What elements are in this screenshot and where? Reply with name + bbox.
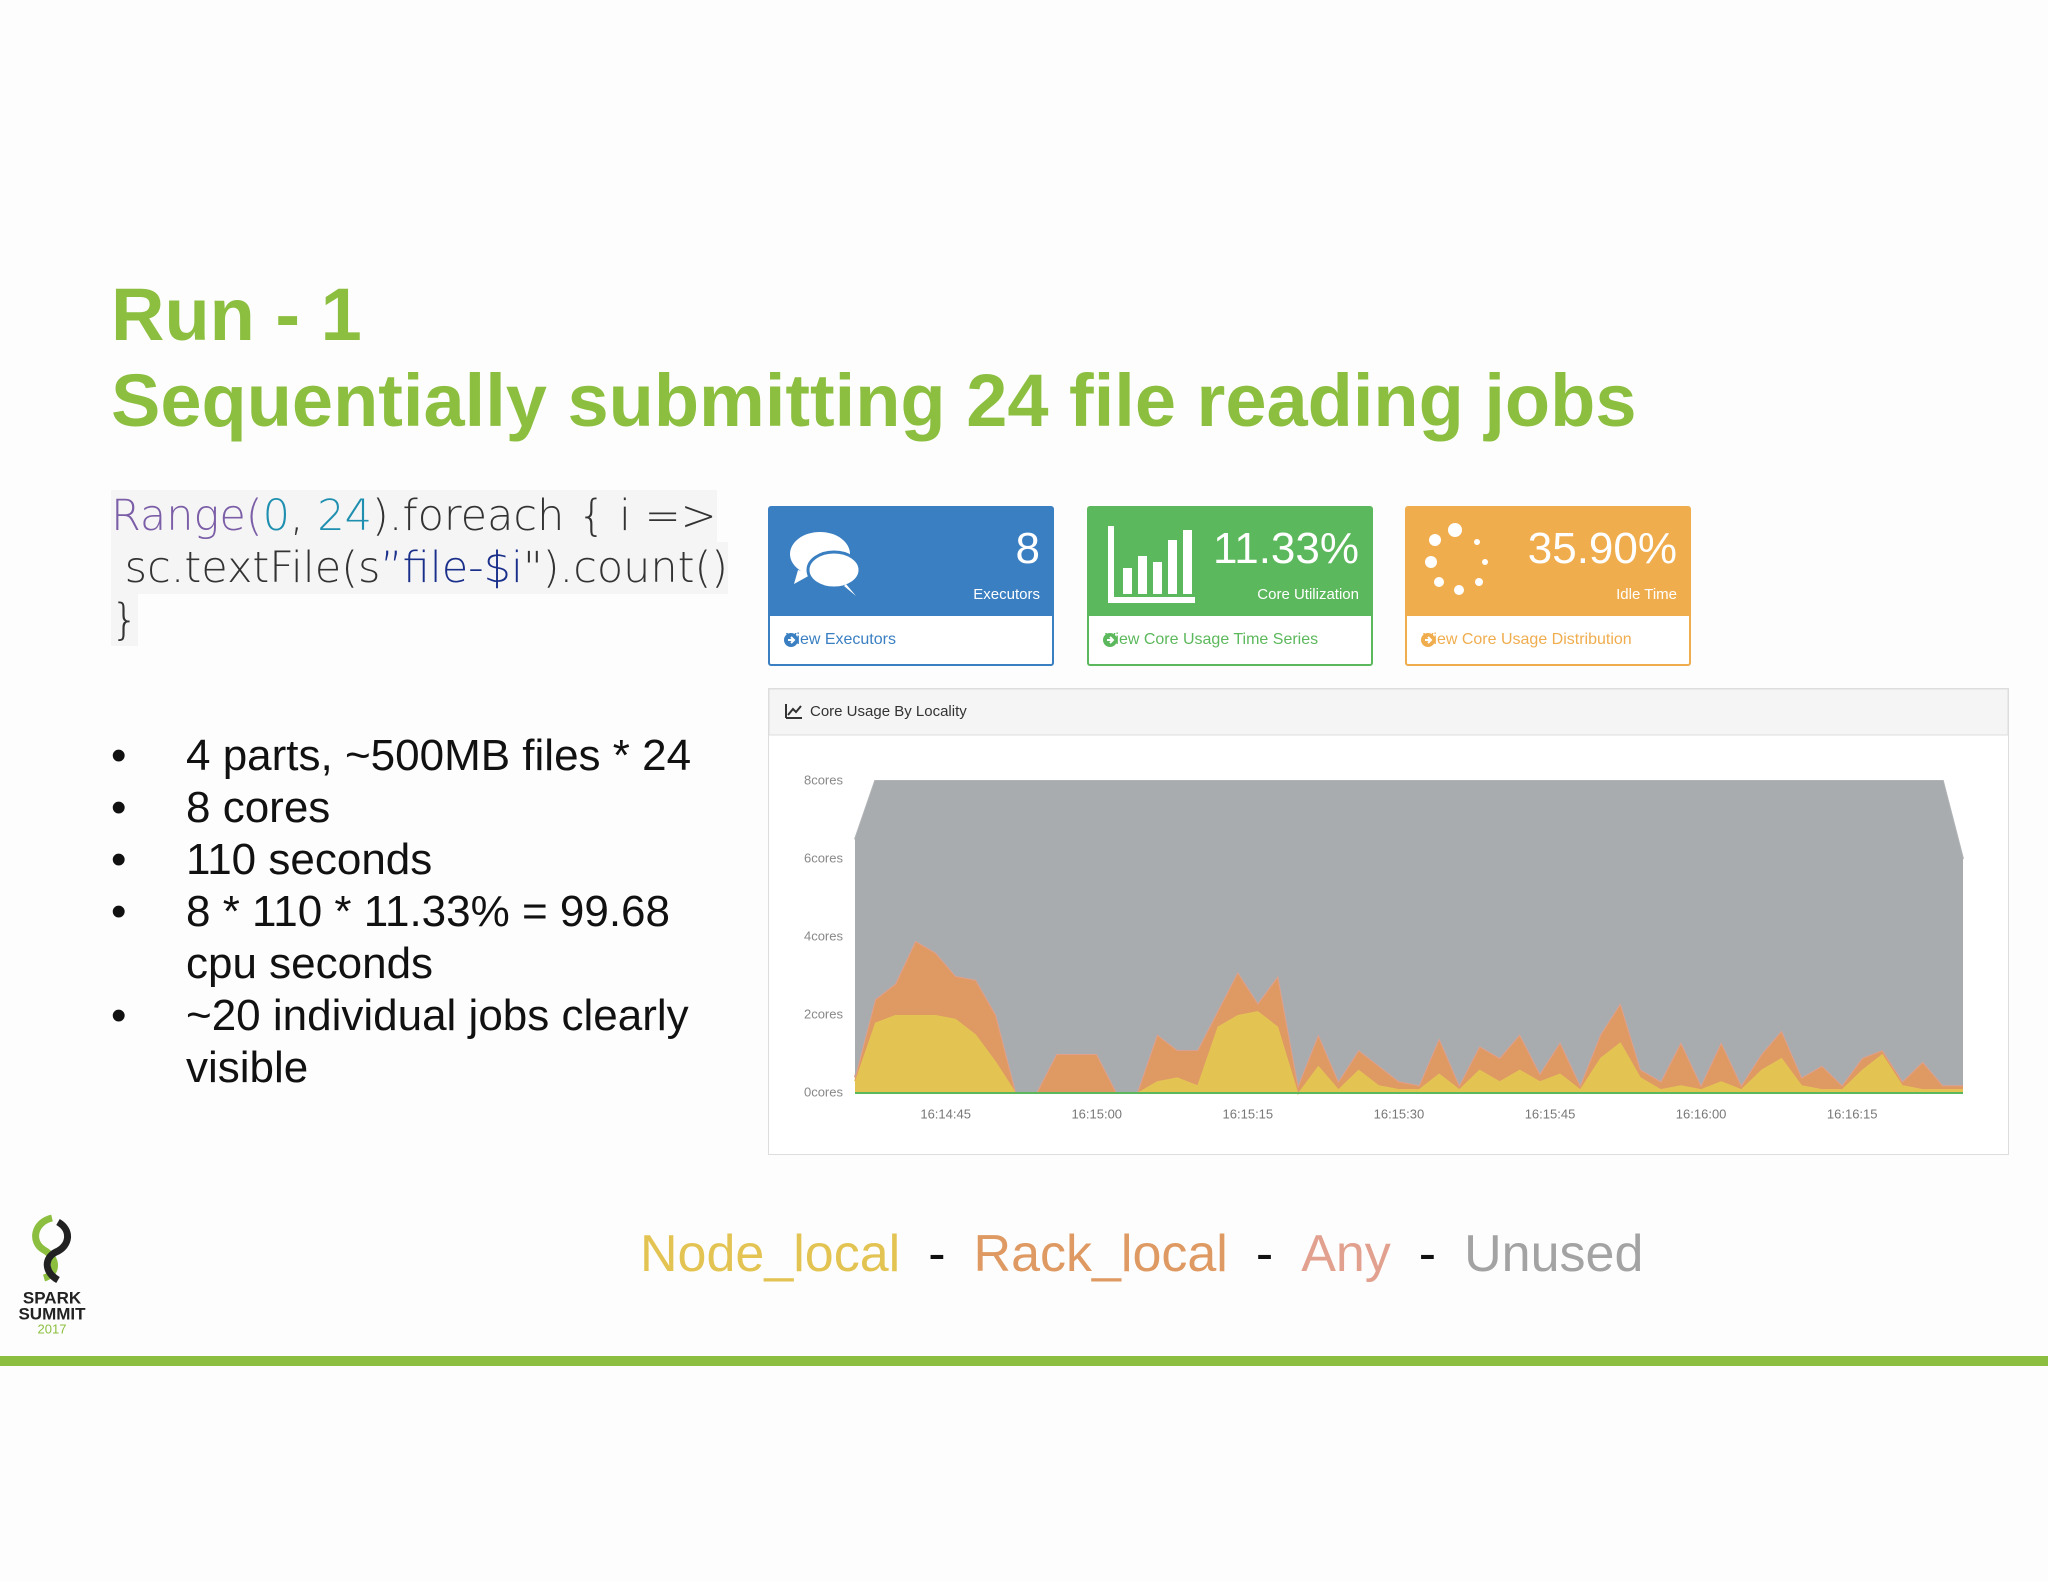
bullet-item: • 8 cores: [111, 782, 751, 834]
legend-entry: Any: [1301, 1225, 1391, 1283]
code-line: sc.textFile(s”file-$i").count(): [111, 542, 729, 594]
card-icon: [790, 532, 862, 596]
arrow-icon: [1421, 633, 1435, 647]
panel-header: [768, 688, 2009, 736]
x-tick-label: 16:16:00: [1676, 1106, 1727, 1121]
bullet-item: • 8 * 110 * 11.33% = 99.68 cpu seconds: [111, 886, 751, 990]
bullet-symbol: •: [111, 835, 127, 884]
arrow-icon: [784, 633, 798, 647]
card-value: 11.33%: [1213, 524, 1359, 573]
card-label: Executors: [973, 586, 1040, 603]
x-tick-label: 16:14:45: [920, 1106, 971, 1121]
bullet-text: 8 cores: [186, 783, 331, 832]
bullet-list: • 4 parts, ~500MB files * 24 • 8 cores • 110 …: [111, 730, 751, 1094]
stat-card: 11.33% Core Utilization View Core Usage Ti…: [1087, 506, 1373, 666]
legend-entry: Unused: [1464, 1225, 1644, 1283]
card-link-text: View Executors: [786, 631, 896, 648]
card-link[interactable]: View Core Usage Time Series: [1089, 616, 1371, 664]
bullet-symbol: •: [111, 783, 127, 832]
card-value: 8: [1015, 524, 1040, 573]
bullet-symbol: •: [111, 991, 127, 1040]
y-tick-label: 0cores: [804, 1084, 844, 1099]
y-tick-label: 4cores: [804, 928, 844, 943]
footer-bar: [0, 1356, 2048, 1366]
code-token: ).foreach { i =>: [372, 491, 717, 541]
bullet-text: 4 parts, ~500MB files * 24: [186, 731, 692, 780]
code-token: }: [111, 595, 139, 645]
y-tick-label: 6cores: [804, 850, 844, 865]
bullet-item: • ~20 individual jobs clearly visible: [111, 990, 751, 1094]
code-token: sc.textFile(s: [111, 543, 381, 593]
code-block: Range(0, 24).foreach { i => sc.textFile(…: [111, 490, 729, 646]
card-icon: [1425, 523, 1488, 595]
chart-title: Core Usage By Locality: [810, 703, 967, 720]
legend-separator: -: [928, 1225, 946, 1283]
x-tick-label: 16:15:30: [1374, 1106, 1425, 1121]
bullet-item: • 4 parts, ~500MB files * 24: [111, 730, 751, 782]
stat-card: 8 Executors View Executors: [768, 506, 1054, 666]
logo-text: SPARK: [23, 1288, 82, 1307]
chart-panel: Core Usage By Locality 0cores 2cores 4core…: [768, 688, 2009, 1155]
code-token: ,: [289, 491, 318, 541]
card-header: 8 Executors: [770, 508, 1052, 616]
slide-subtitle: Sequentially submitting 24 file reading …: [111, 359, 1637, 442]
bullet-text: ~20 individual jobs clearly visible: [186, 991, 689, 1092]
legend: Node_local - Rack_local - Any - Unused: [640, 1224, 1653, 1284]
card-link[interactable]: View Core Usage Distribution: [1407, 616, 1689, 664]
bullet-item: • 110 seconds: [111, 834, 751, 886]
card-link-text: View Core Usage Time Series: [1105, 631, 1319, 648]
arrow-icon: [1103, 633, 1117, 647]
code-token: Range(: [111, 491, 263, 541]
card-value: 35.90%: [1527, 524, 1677, 573]
chart-icon: [785, 704, 802, 719]
card-label: Core Utilization: [1257, 586, 1359, 603]
logo-text: SUMMIT: [18, 1304, 86, 1323]
y-tick-label: 2cores: [804, 1006, 844, 1021]
card-label: Idle Time: [1616, 586, 1677, 603]
legend-entry: Rack_local: [973, 1225, 1228, 1283]
logo: SPARK SUMMIT 2017: [18, 1214, 86, 1336]
area-edge: [854, 780, 1964, 860]
legend-separator: -: [1418, 1225, 1437, 1283]
card-header: 11.33% Core Utilization: [1089, 508, 1371, 616]
stat-card: 35.90% Idle Time View Core Usage Distribut…: [1405, 506, 1691, 666]
legend-separator: -: [1255, 1225, 1274, 1283]
bullet-text: 110 seconds: [186, 835, 433, 884]
x-tick-label: 16:16:15: [1827, 1106, 1878, 1121]
y-tick-label: 8cores: [804, 772, 844, 787]
bullet-text: 8 * 110 * 11.33% = 99.68 cpu seconds: [186, 887, 670, 988]
bullet-symbol: •: [111, 731, 127, 780]
area: [855, 781, 1963, 1093]
slide-title: Run - 1: [111, 273, 362, 356]
code-line: }: [111, 594, 139, 646]
card-link-text: View Core Usage Distribution: [1423, 631, 1632, 648]
legend-entry: Node_local: [640, 1225, 901, 1283]
x-tick-label: 16:15:15: [1223, 1106, 1274, 1121]
card-header: 35.90% Idle Time: [1407, 508, 1689, 616]
area: [855, 1011, 1963, 1093]
bullet-symbol: •: [111, 887, 127, 936]
card-icon: [1108, 526, 1195, 603]
x-tick-label: 16:15:00: [1071, 1106, 1122, 1121]
code-token: 24: [317, 491, 372, 541]
code-line: Range(0, 24).foreach { i =>: [111, 490, 717, 542]
code-token: ").count(): [522, 543, 729, 593]
logo-text: 2017: [38, 1321, 67, 1336]
logo-mark: [43, 1218, 71, 1284]
code-token: 0: [262, 491, 290, 541]
x-tick-label: 16:15:45: [1525, 1106, 1576, 1121]
code-token: ”file-$i: [380, 543, 523, 593]
card-link[interactable]: View Executors: [770, 616, 1052, 664]
